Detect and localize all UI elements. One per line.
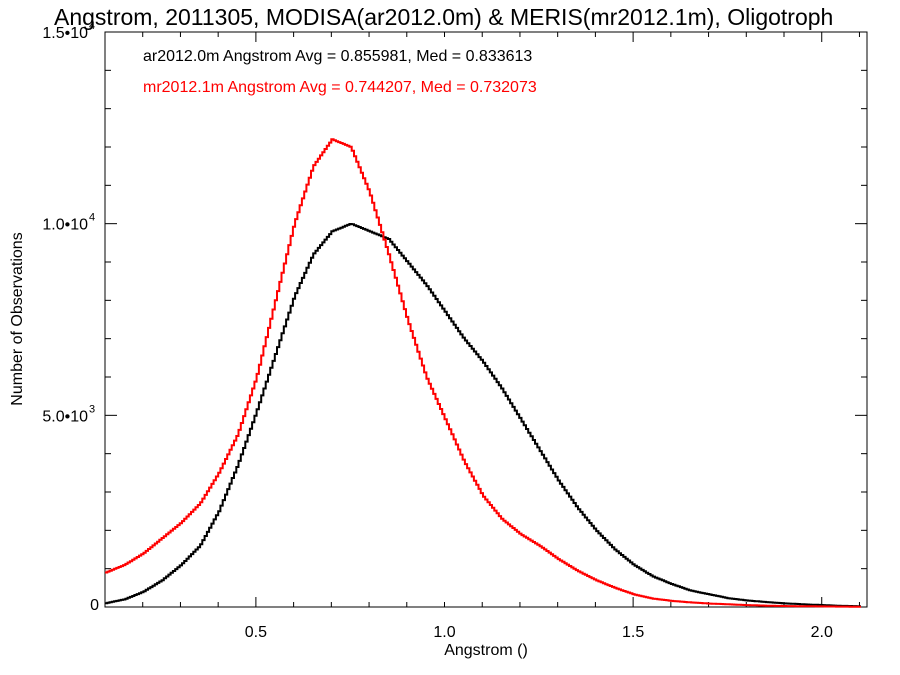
y-tick-label: 1.0•10 4 [42,212,95,234]
x-tick-labels: 0.5 1.0 1.5 2.0 [245,624,833,641]
annotation-black: ar2012.0m Angstrom Avg = 0.855981, Med =… [143,48,532,65]
y-tick-label-base: 5.0•10 [42,408,88,425]
y-tick-labels: 05.0•10 31.0•10 41.5•10 4 [42,20,99,614]
y-tick-label: 5.0•10 3 [42,403,95,425]
plot-frame [104,31,868,608]
y-axis-label: Number of Observations [9,232,26,405]
series-layer [105,138,861,608]
annotation-red: mr2012.1m Angstrom Avg = 0.744207, Med =… [143,79,537,96]
y-tick-label: 1.5•10 4 [42,20,95,42]
y-tick-label-exponent: 4 [89,20,95,32]
y-tick-label-base: 1.5•10 [42,25,88,42]
y-tick-label-exponent: 4 [89,212,95,224]
y-tick-label-base: 1.0•10 [42,217,88,234]
y-tick-label-base: 0 [90,597,99,614]
y-tick-label-exponent: 3 [89,403,95,415]
chart-title: Angstrom, 2011305, MODISA(ar2012.0m) & M… [54,4,833,30]
x-tick-label: 2.0 [811,624,833,641]
series-line-black [105,223,861,608]
x-axis-label: Angstrom () [444,642,528,659]
series-line-red [105,138,861,608]
x-tick-label: 0.5 [245,624,267,641]
x-tick-label: 1.5 [622,624,644,641]
axis-ticks [104,31,867,608]
x-tick-label: 1.0 [433,624,455,641]
y-tick-label: 0 [90,597,99,614]
